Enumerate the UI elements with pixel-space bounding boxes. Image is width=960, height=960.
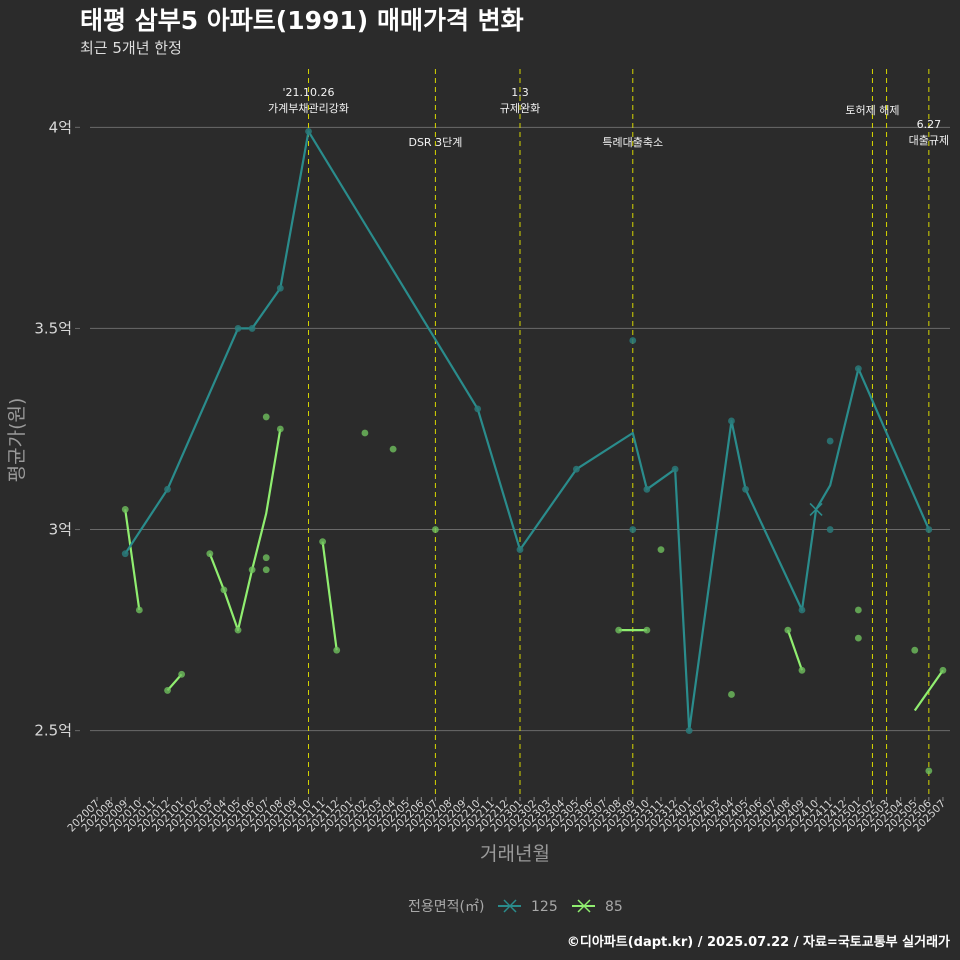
series-85-point [939,666,947,674]
event-label: 대출규제 [909,134,949,147]
series-125-point [248,325,256,332]
series-85-point [220,586,228,594]
y-tick-label: 3.5억 [34,319,72,337]
series-125-point [826,526,834,533]
event-label: 규제완화 [500,102,540,115]
series-85-line [786,629,804,671]
series-85-point [925,767,933,775]
legend-label-125: 125 [531,899,558,915]
legend-label-85: 85 [605,899,623,915]
y-axis-title: 평균가(원) [6,398,28,483]
series-85-point [784,626,792,634]
series-85-line [913,669,944,712]
series-125-point [516,546,524,554]
event-label: 토허제 해제 [845,103,899,117]
series-125-point [474,405,482,413]
series-125-point [671,465,679,473]
series-85-point [432,526,439,533]
series-125-point [305,127,312,135]
series-125 [121,127,933,735]
series-125-point [826,437,834,445]
y-tick-label: 3억 [49,521,72,539]
series-85-point [361,429,369,437]
series-125-point [276,284,284,292]
series-85-point [135,606,143,614]
chart-caption: ©디아파트(dapt.kr) / 2025.07.22 / 자료=국토교통부 실… [567,934,950,950]
series-85-line [208,428,282,632]
event-label: 가계부채관리강화 [268,102,349,115]
series-85-line [124,509,141,611]
series-125-line [124,130,930,732]
legend-item-125: 125 [498,899,558,915]
legend-item-85: 85 [572,899,623,915]
series-85-point [389,445,397,453]
event-label: '21.10.26 [283,86,335,99]
series-125-x-marker [809,502,823,516]
series-125-point [728,417,735,425]
series-85-point [262,413,270,421]
series-85 [121,413,947,775]
series-85-point [262,554,270,562]
series-85-point [248,566,256,574]
series-85-point [206,550,214,558]
series-125-point [629,337,637,344]
legend-x-marker-85b [577,899,591,913]
chart-title: 태평 삼부5 아파트(1991) 매매가격 변화 [80,6,524,35]
series-85-point [262,566,270,574]
series-85-point [911,646,919,654]
series-85-point [276,425,284,433]
series-85-line [166,673,183,692]
legend-title: 전용면적(㎡) [408,899,484,915]
series-125-point [164,485,171,493]
chart-subtitle: 최근 5개년 한정 [80,39,182,57]
y-axis-ticks: 2.5억 3억 3.5억 4억 [34,118,80,740]
series-125-point [629,526,637,533]
series-85-point [319,538,327,546]
series-85-point [178,670,186,678]
series-125-point [643,485,651,493]
series-85-point [615,626,623,634]
series-85-point [728,691,735,698]
series-85-point [643,626,651,634]
legend-x-marker-125b [503,899,517,913]
series-125-point [572,465,580,473]
series-85-point [657,546,665,554]
event-label: 특례대출축소 [602,136,663,149]
y-tick-label: 2.5억 [34,722,72,740]
series-85-point [798,666,806,674]
legend: 전용면적(㎡) 125 85 [408,899,623,915]
event-label: 1.3 [511,86,529,99]
y-tick-label: 4억 [49,118,72,136]
series-125-point [854,365,862,373]
series-125-point [685,727,693,735]
series-85-point [854,606,862,614]
series-125-point [925,526,933,533]
x-axis-title: 거래년월 [480,843,550,865]
series-85-point [854,634,862,642]
series-85-point [164,687,171,694]
series-85-line [321,541,338,651]
x-axis-ticks: 2020072020082020092020102020112020122021… [65,797,948,834]
series-125-point [234,325,242,332]
series-85-point [234,626,242,634]
series-125-point [798,606,806,614]
event-label: 6.27 [917,118,942,131]
series-125-point [121,550,129,558]
series-85-point [333,646,341,654]
event-label: DSR 3단계 [408,136,462,149]
series-125-point [742,485,749,493]
series-85-point [121,506,129,513]
